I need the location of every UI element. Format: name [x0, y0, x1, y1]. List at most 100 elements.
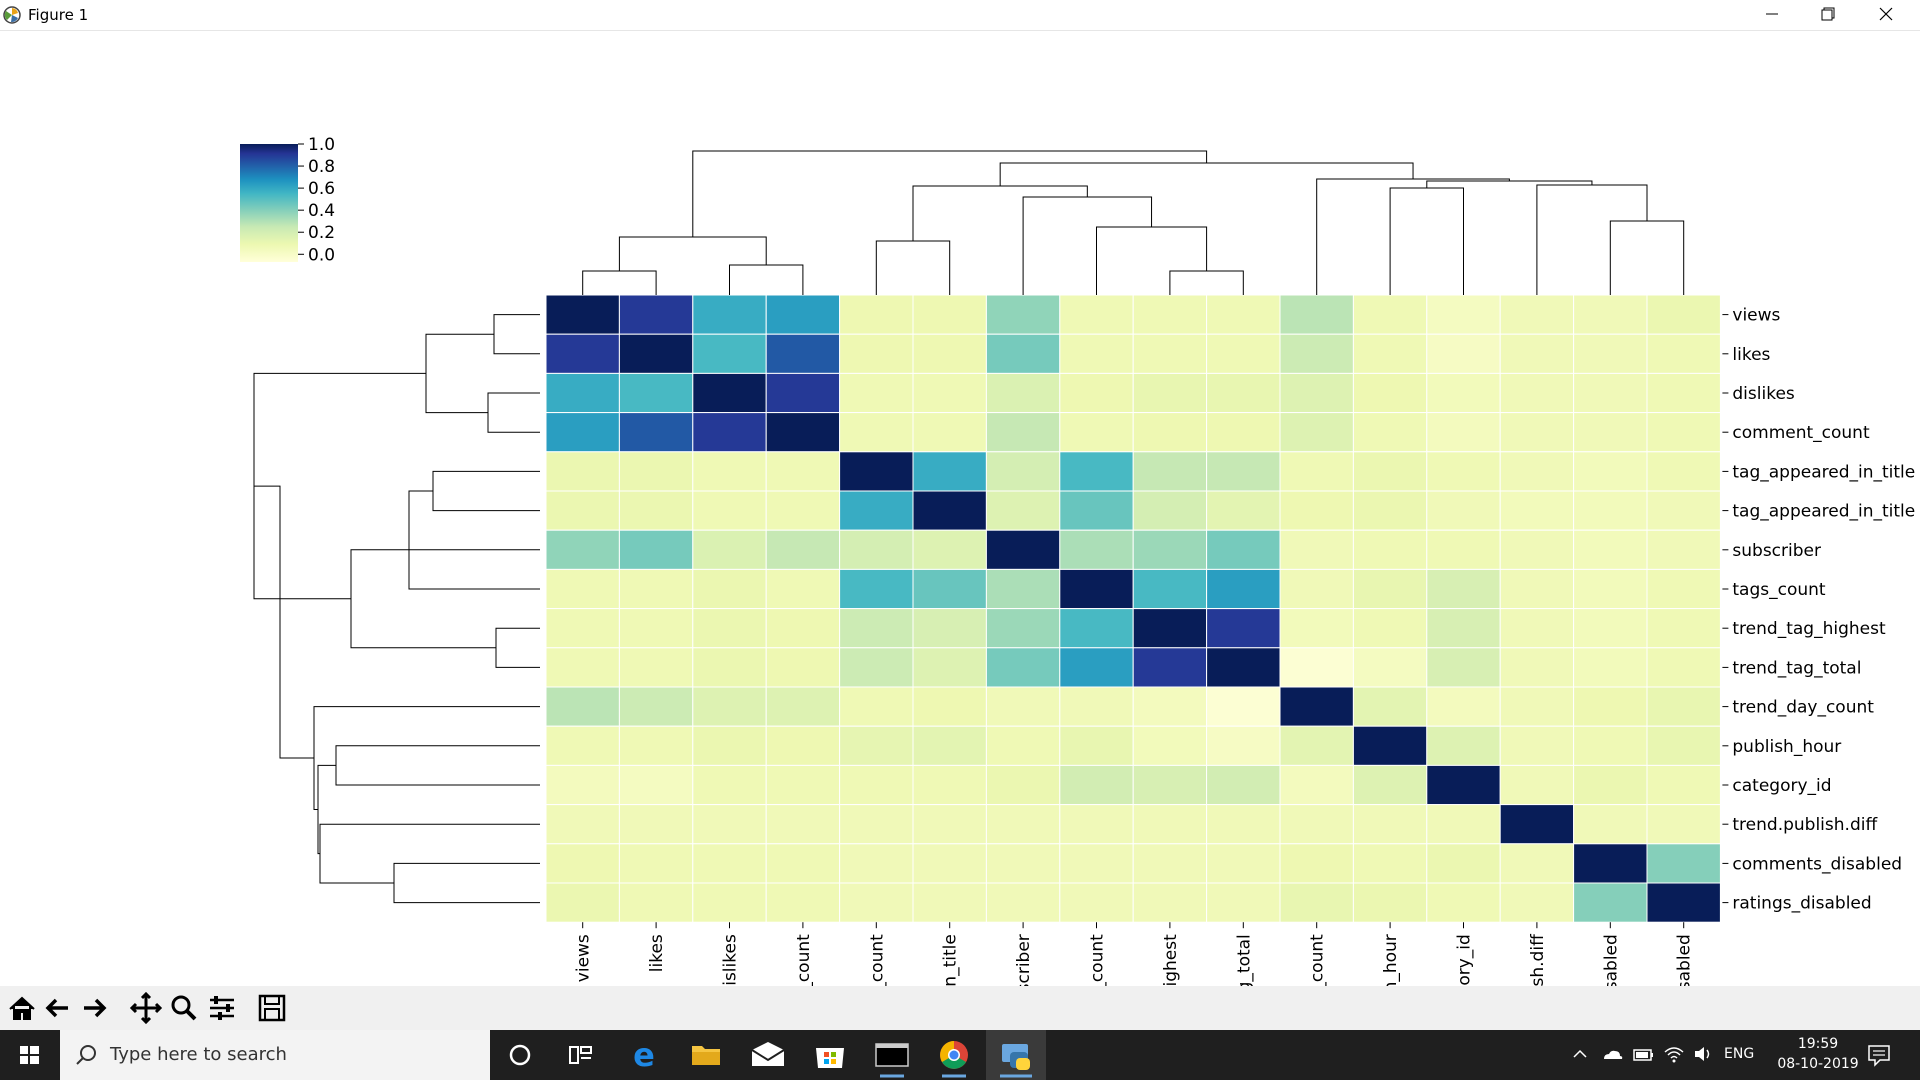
cortana-button[interactable] [490, 1030, 550, 1080]
row-label: trend_day_count [1732, 698, 1874, 718]
heatmap-cell [1573, 294, 1648, 335]
heatmap-cell [1426, 568, 1501, 610]
heatmap-cell [1132, 412, 1208, 453]
heatmap-cell [1646, 490, 1721, 531]
heatmap-cell [1352, 294, 1428, 335]
row-label: ratings_disabled [1732, 894, 1871, 914]
heatmap-cell [545, 843, 620, 884]
heatmap-cell [912, 412, 987, 453]
heatmap-cell [1132, 608, 1208, 649]
heatmap-cell [1132, 764, 1208, 806]
col-label: subscriber [1014, 934, 1034, 986]
row-label: tags_count [1732, 580, 1826, 600]
heatmap-cell [1206, 843, 1281, 884]
battery-icon[interactable] [1632, 1045, 1656, 1065]
dendrogram-link [317, 764, 336, 855]
minimize-button[interactable] [1744, 0, 1800, 30]
heatmap-cell [1426, 451, 1501, 492]
heatmap-cell [1206, 764, 1281, 806]
heatmap-cell [692, 843, 767, 884]
python-button[interactable] [986, 1030, 1046, 1080]
zoom-button[interactable] [166, 990, 202, 1026]
col-label: day_count [1308, 934, 1328, 986]
heatmap-cell [765, 294, 841, 335]
heatmap-cell [1206, 333, 1281, 374]
heatmap-cell [1132, 686, 1208, 727]
heatmap-cell [1352, 412, 1428, 453]
row-label: subscriber [1732, 541, 1821, 561]
heatmap-cell [545, 804, 620, 845]
row-label: trend_tag_total [1732, 658, 1861, 678]
dendrogram-link [350, 549, 540, 649]
heatmap-cell [1206, 451, 1281, 492]
wifi-icon[interactable] [1662, 1044, 1686, 1064]
heatmap-cell [985, 451, 1061, 492]
save-button[interactable] [254, 990, 290, 1026]
heatmap-cell [1279, 529, 1354, 570]
heatmap-cell [1279, 647, 1354, 688]
col-label: ag_highest [1161, 934, 1181, 986]
terminal-button[interactable] [862, 1030, 922, 1080]
heatmap-cell [1499, 647, 1575, 688]
mail-button[interactable] [738, 1030, 798, 1080]
heatmap-cell [1279, 882, 1354, 923]
heatmap-cell [1279, 490, 1354, 531]
restore-button[interactable] [1800, 0, 1856, 30]
heatmap-cell [692, 764, 767, 806]
heatmap-cell [545, 686, 620, 727]
home-button[interactable] [4, 990, 40, 1026]
taskbar-search-box[interactable]: Type here to search [60, 1030, 490, 1080]
heatmap-cell [1646, 882, 1721, 923]
heatmap-cell [912, 490, 987, 531]
window-titlebar[interactable]: Figure 1 [0, 0, 1920, 31]
language-indicator[interactable]: ENG [1724, 1046, 1755, 1062]
heatmap-cell [545, 568, 620, 610]
onedrive-icon[interactable] [1600, 1044, 1624, 1064]
volume-icon[interactable] [1692, 1044, 1716, 1064]
heatmap-cell [1206, 529, 1281, 570]
task-view-button[interactable] [550, 1030, 610, 1080]
file-explorer-button[interactable] [676, 1030, 736, 1080]
col-label: s_disabled [1675, 934, 1695, 986]
heatmap-cell [1279, 686, 1354, 727]
heatmap-cell [545, 529, 620, 570]
window-title: Figure 1 [28, 6, 89, 24]
dendrogram-link [1022, 196, 1153, 295]
dendrogram-link [254, 485, 314, 759]
heatmap-cell [1499, 686, 1575, 727]
heatmap-cell [1352, 882, 1428, 923]
heatmap-cell [1059, 804, 1134, 845]
col-label: likes [647, 934, 667, 972]
heatmap-cell [839, 804, 914, 845]
heatmap-cell [545, 725, 620, 766]
heatmap-cell [1499, 764, 1575, 806]
configure-subplots-button[interactable] [204, 990, 240, 1026]
heatmap-cell [912, 804, 987, 845]
store-button[interactable] [800, 1030, 860, 1080]
heatmap-cell [985, 764, 1061, 806]
heatmap-cell [1352, 490, 1428, 531]
chrome-button[interactable] [924, 1030, 984, 1080]
notifications-icon[interactable] [1866, 1042, 1892, 1068]
heatmap-cell [1426, 608, 1501, 649]
edge-button[interactable]: e [614, 1030, 674, 1080]
chevron-up-icon[interactable] [1570, 1044, 1590, 1064]
figure-canvas[interactable]: 1.0 0.8 0.6 0.4 0.2 0.0 views likes dislikes com… [0, 31, 1920, 986]
forward-button[interactable] [76, 990, 112, 1026]
back-button[interactable] [40, 990, 76, 1026]
close-button[interactable] [1858, 0, 1914, 30]
start-button[interactable] [0, 1030, 60, 1080]
clock-time[interactable]: 19:59 [1797, 1036, 1839, 1052]
heatmap-cell [765, 882, 841, 923]
heatmap-cell [692, 529, 767, 570]
heatmap-cell [765, 568, 841, 610]
heatmap-cell [692, 804, 767, 845]
heatmap-cell [1573, 608, 1648, 649]
clock-date[interactable]: 08-10-2019 [1777, 1056, 1859, 1072]
heatmap-cell [1499, 608, 1575, 649]
heatmap-cell [765, 529, 841, 570]
heatmap-cell [1646, 686, 1721, 727]
heatmap-cell [1573, 451, 1648, 492]
dendrogram-link [319, 823, 540, 884]
pan-button[interactable] [128, 990, 164, 1026]
